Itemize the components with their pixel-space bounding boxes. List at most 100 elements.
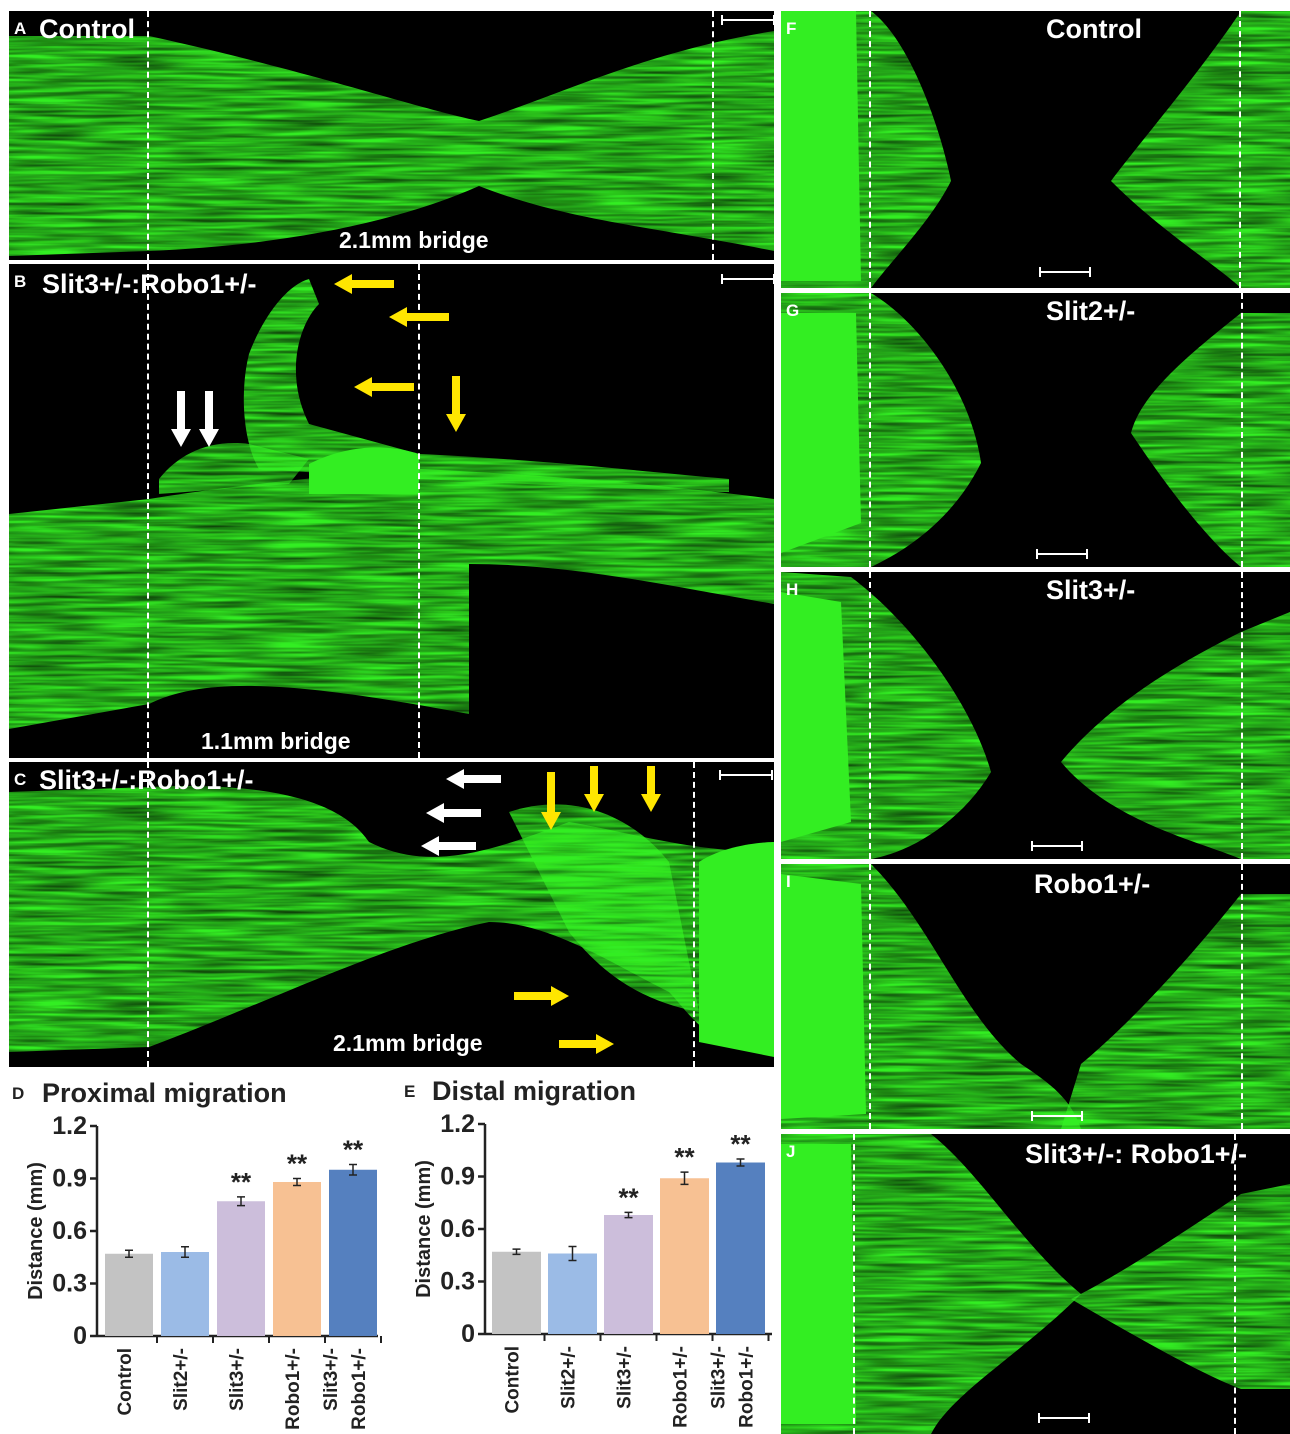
category-label: Robo1+/- xyxy=(737,1346,758,1428)
significance-marker: ** xyxy=(618,1182,639,1212)
scale-bar xyxy=(721,274,774,284)
panel-f-control: F Control xyxy=(781,11,1290,288)
y-tick-label: 0.6 xyxy=(52,1217,87,1245)
y-tick-label: 0 xyxy=(461,1320,475,1348)
bar xyxy=(273,1182,321,1336)
y-tick-label: 0.9 xyxy=(440,1163,475,1191)
fluorescence-image-c xyxy=(9,786,774,1057)
category-label: Slit3+/- xyxy=(615,1346,636,1409)
scale-bar xyxy=(1031,841,1083,851)
bar xyxy=(161,1252,209,1336)
significance-marker: ** xyxy=(730,1129,751,1159)
fluorescence-image-j xyxy=(781,1134,1290,1434)
y-tick-label: 0.3 xyxy=(52,1270,87,1298)
category-label: Robo1+/- xyxy=(349,1348,370,1430)
white-arrow-left-icon xyxy=(426,803,481,823)
panel-b-double-het: B Slit3+/-:Robo1+/- 1.1mm bridge xyxy=(9,264,774,758)
bar xyxy=(716,1162,765,1334)
panel-g-slit2: G Slit2+/- xyxy=(781,293,1290,567)
white-arrow-left-icon xyxy=(446,769,501,789)
scale-bar xyxy=(1038,1413,1090,1423)
scale-bar xyxy=(1039,267,1091,277)
bridge-label: 1.1mm bridge xyxy=(201,728,351,754)
panel-a-control: A Control 2.1mm bridge xyxy=(9,11,774,260)
panel-letter: G xyxy=(786,301,800,320)
panel-letter: I xyxy=(786,872,791,891)
bridge-label: 2.1mm bridge xyxy=(333,1030,483,1056)
fluorescence-image-h xyxy=(781,572,1290,859)
bridge-label: 2.1mm bridge xyxy=(339,227,489,253)
significance-marker: ** xyxy=(287,1149,308,1179)
yellow-arrow-down-icon xyxy=(541,772,561,830)
panel-letter: C xyxy=(14,770,27,789)
fluorescence-image-b xyxy=(9,279,774,729)
panel-letter: A xyxy=(14,19,27,38)
panel-letter: B xyxy=(14,272,27,291)
panel-title: Robo1+/- xyxy=(1034,869,1151,899)
category-label: Control xyxy=(503,1346,524,1414)
panel-i-robo1: I Robo1+/- xyxy=(781,864,1290,1129)
scale-bar xyxy=(719,770,773,780)
yellow-arrow-left-icon xyxy=(354,377,414,397)
yellow-arrow-right-icon xyxy=(559,1034,614,1054)
bar xyxy=(548,1253,597,1334)
yellow-arrow-right-icon xyxy=(514,986,569,1006)
yellow-arrow-down-icon xyxy=(446,376,466,432)
y-tick-label: 0.9 xyxy=(52,1165,87,1193)
chart-letter: E xyxy=(404,1082,416,1101)
panel-title: Slit3+/-:Robo1+/- xyxy=(42,269,257,299)
panel-title: Slit2+/- xyxy=(1046,296,1136,326)
panel-letter: H xyxy=(786,580,799,599)
panel-h-slit3: H Slit3+/- xyxy=(781,572,1290,859)
bar xyxy=(604,1215,653,1334)
scale-bar xyxy=(1031,1111,1083,1121)
scale-bar xyxy=(721,15,774,25)
category-label: Slit2+/- xyxy=(559,1346,580,1409)
white-arrow-left-icon xyxy=(421,836,476,856)
white-arrow-down-icon xyxy=(171,391,191,447)
white-arrow-down-icon xyxy=(199,391,219,447)
panel-letter: F xyxy=(786,19,797,38)
panel-title: Slit3+/-: Robo1+/- xyxy=(1025,1139,1248,1169)
yellow-arrow-left-icon xyxy=(334,274,394,294)
chart-letter: D xyxy=(12,1084,25,1103)
chart-proximal-migration: D Proximal migration 0 0.3 0.6 0.9 1.2 Distan… xyxy=(0,1072,390,1434)
chart-distal-migration: E Distal migration 0 0.3 0.6 0.9 1.2 Distance… xyxy=(392,1072,778,1434)
fluorescence-image-a xyxy=(9,31,774,256)
y-tick-label: 0.3 xyxy=(440,1268,475,1296)
bar xyxy=(492,1251,541,1334)
panel-title: Control xyxy=(1046,14,1142,44)
category-label: Control xyxy=(115,1348,136,1416)
category-label: Slit2+/- xyxy=(171,1348,192,1411)
category-label: Robo1+/- xyxy=(283,1348,304,1430)
bar xyxy=(660,1178,709,1334)
panel-c-double-het: C Slit3+/-:Robo1+/- 2.1mm bridge xyxy=(9,762,774,1067)
panel-j-double-het: J Slit3+/-: Robo1+/- xyxy=(781,1134,1290,1434)
y-tick-label: 0 xyxy=(73,1322,87,1350)
fluorescence-image-i xyxy=(781,864,1290,1129)
significance-marker: ** xyxy=(343,1135,364,1165)
bar xyxy=(217,1201,265,1336)
chart-title: Distal migration xyxy=(432,1076,637,1106)
fluorescence-image-f xyxy=(781,11,1290,288)
yellow-arrow-left-icon xyxy=(389,307,449,327)
yellow-arrow-down-icon xyxy=(641,766,661,812)
y-tick-label: 1.2 xyxy=(440,1110,475,1138)
fluorescence-image-g xyxy=(781,293,1290,567)
bar xyxy=(105,1253,153,1336)
y-tick-label: 0.6 xyxy=(440,1215,475,1243)
category-label: Slit3+/- xyxy=(321,1348,342,1411)
significance-marker: ** xyxy=(231,1167,252,1197)
scale-bar xyxy=(1036,549,1088,559)
panel-letter: J xyxy=(786,1142,796,1161)
panel-title: Control xyxy=(39,14,135,44)
yellow-arrow-down-icon xyxy=(584,766,604,812)
y-axis-label: Distance (mm) xyxy=(25,1162,47,1300)
bar xyxy=(329,1169,377,1336)
chart-title: Proximal migration xyxy=(42,1078,287,1108)
y-tick-label: 1.2 xyxy=(52,1112,87,1140)
category-label: Robo1+/- xyxy=(671,1346,692,1428)
significance-marker: ** xyxy=(674,1142,695,1172)
